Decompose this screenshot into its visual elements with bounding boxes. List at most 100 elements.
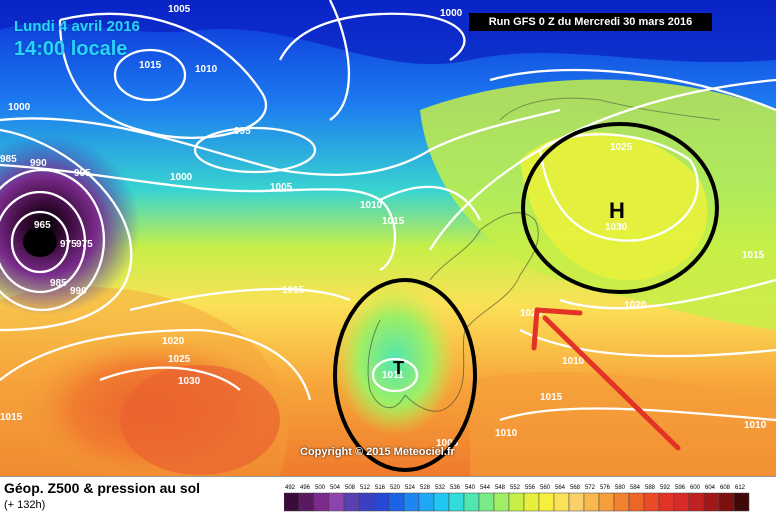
isobar-label: 1005 <box>168 4 191 15</box>
isobar-label: 965 <box>34 220 51 231</box>
scale-tick-label: 588 <box>645 485 656 491</box>
scale-swatch <box>388 492 405 512</box>
scale-swatch <box>284 492 300 512</box>
scale-tick-label: 540 <box>465 485 476 491</box>
isobar-label: 1015 <box>139 60 162 71</box>
isobar-label: 1010 <box>744 420 767 431</box>
scale-tick-label: 596 <box>675 485 686 491</box>
forecast-time: 14:00 locale <box>14 38 128 60</box>
isobar-label: 1015 <box>282 285 305 296</box>
isobar-label: 995 <box>234 126 251 137</box>
isobar-label: 1025 <box>168 354 191 365</box>
legend-bar: Géop. Z500 & pression au sol (+ 132h) 49… <box>0 476 776 532</box>
copyright-text: Copyright © 2015 Meteociel.fr <box>300 446 455 458</box>
weather-map: 1005 1000 1015 1010 1000 985 990 995 995… <box>0 0 776 476</box>
scale-swatch <box>343 492 360 512</box>
isobar-label: 1010 <box>360 200 383 211</box>
low-pressure-marker: T <box>393 358 404 378</box>
scale-tick-label: 556 <box>525 485 536 491</box>
isobar-label: 975 <box>76 239 93 250</box>
scale-swatch <box>508 492 525 512</box>
isobar-label: 1010 <box>195 64 218 75</box>
isobar-label: 1015 <box>540 392 563 403</box>
scale-tick-label: 604 <box>705 485 716 491</box>
lead-time: (+ 132h) <box>4 499 46 511</box>
scale-swatch <box>478 492 495 512</box>
isobar-label: 985 <box>0 154 17 165</box>
scale-tick-label: 560 <box>540 485 551 491</box>
isobar-label: 1010 <box>495 428 518 439</box>
scale-swatch <box>493 492 510 512</box>
scale-swatch <box>703 492 720 512</box>
isobar-label: 1025 <box>610 142 633 153</box>
scale-tick-label: 536 <box>450 485 461 491</box>
scale-swatch <box>553 492 570 512</box>
isobar-label: 995 <box>74 168 91 179</box>
isobar-label: 1005 <box>270 182 293 193</box>
isobar-label: 1030 <box>178 376 201 387</box>
scale-tick-label: 520 <box>390 485 401 491</box>
scale-tick-label: 528 <box>420 485 431 491</box>
isobar-label: 1010 <box>562 356 585 367</box>
scale-tick-label: 572 <box>585 485 596 491</box>
isobar-label: 1000 <box>170 172 193 183</box>
scale-tick-label: 496 <box>300 485 311 491</box>
scale-swatch <box>613 492 630 512</box>
scale-swatch <box>658 492 675 512</box>
scale-tick-label: 512 <box>360 485 371 491</box>
scale-swatch <box>583 492 600 512</box>
scale-swatch <box>688 492 705 512</box>
scale-swatch <box>598 492 615 512</box>
scale-swatch <box>298 492 315 512</box>
scale-tick-label: 592 <box>660 485 671 491</box>
scale-swatch <box>733 492 750 512</box>
scale-swatch <box>568 492 585 512</box>
isobar-label: 1020 <box>162 336 185 347</box>
scale-tick-label: 608 <box>720 485 731 491</box>
scale-tick-label: 552 <box>510 485 521 491</box>
scale-tick-label: 576 <box>600 485 611 491</box>
run-info-banner: Run GFS 0 Z du Mercredi 30 mars 2016 <box>469 13 712 31</box>
scale-tick-label: 492 <box>285 485 296 491</box>
high-pressure-circle <box>521 122 719 294</box>
scale-tick-label: 532 <box>435 485 446 491</box>
isobar-label: 1015 <box>742 250 765 261</box>
scale-tick-label: 524 <box>405 485 416 491</box>
isobar-label: 1020 <box>520 308 543 319</box>
scale-swatch <box>418 492 435 512</box>
scale-tick-label: 600 <box>690 485 701 491</box>
scale-tick-label: 500 <box>315 485 326 491</box>
isobar-label: 1000 <box>8 102 31 113</box>
scale-tick-label: 584 <box>630 485 641 491</box>
isobar-label: 975 <box>60 239 77 250</box>
scale-swatch <box>628 492 645 512</box>
isobar-label: 985 <box>50 278 67 289</box>
forecast-date: Lundi 4 avril 2016 <box>14 18 140 35</box>
color-scale: 492 496 500 504 508 512 516 520 524 528 532 536 540 5… <box>284 485 750 512</box>
scale-swatch <box>373 492 390 512</box>
scale-tick-label: 580 <box>615 485 626 491</box>
isobar-label: 1011 <box>382 370 404 381</box>
scale-swatch <box>403 492 420 512</box>
scale-swatch <box>433 492 450 512</box>
scale-swatch <box>538 492 555 512</box>
scale-swatch <box>643 492 660 512</box>
variable-title: Géop. Z500 & pression au sol <box>4 480 201 496</box>
scale-tick-label: 516 <box>375 485 386 491</box>
isobar-label: 1005 <box>436 438 459 449</box>
isobar-label: 990 <box>30 158 47 169</box>
scale-swatch <box>358 492 375 512</box>
scale-swatch <box>448 492 465 512</box>
high-pressure-marker: H <box>609 198 625 223</box>
scale-tick-label: 544 <box>480 485 491 491</box>
scale-swatch <box>328 492 345 512</box>
scale-swatch <box>718 492 735 512</box>
isobar-label: 1030 <box>605 222 628 233</box>
scale-tick-label: 568 <box>570 485 581 491</box>
scale-swatch <box>673 492 690 512</box>
isobar-label: 1020 <box>624 300 647 311</box>
low-pressure-circle <box>333 278 477 472</box>
isobar-label: 1015 <box>0 412 23 423</box>
scale-tick-label: 508 <box>345 485 356 491</box>
